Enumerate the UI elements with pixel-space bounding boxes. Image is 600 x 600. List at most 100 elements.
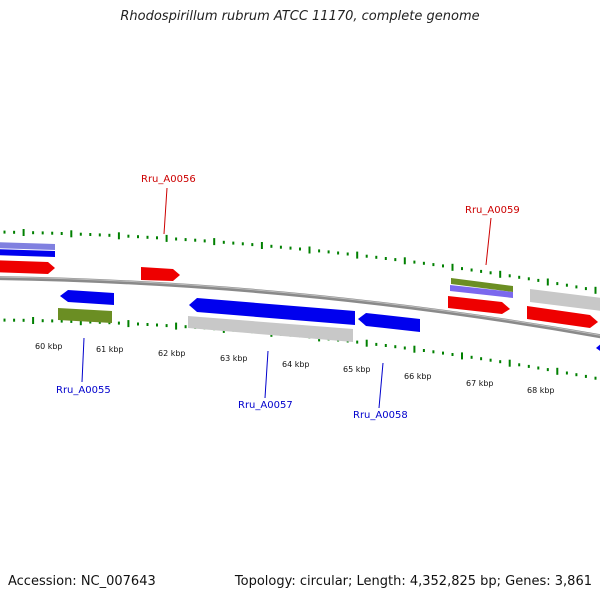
minor-tick [60, 232, 63, 235]
major-tick [546, 278, 549, 286]
major-tick [556, 367, 559, 375]
accession-text: Accession: NC_007643 [8, 574, 156, 589]
minor-tick [432, 350, 435, 354]
minor-tick [175, 237, 178, 241]
minor-tick [232, 241, 235, 245]
minor-tick [356, 340, 359, 344]
gene-label-rru-a0059[interactable]: Rru_A0059 [465, 205, 520, 216]
minor-tick [565, 283, 568, 287]
major-tick [403, 257, 406, 265]
minor-tick [432, 263, 435, 267]
scale-label: 62 kbp [158, 349, 186, 358]
minor-tick [137, 322, 139, 326]
major-tick [22, 229, 25, 236]
minor-tick [422, 261, 425, 265]
minor-tick [575, 285, 578, 289]
scale-labels: 60 kbp 61 kbp 62 kbp 63 kbp 64 kbp 65 kb… [35, 342, 555, 395]
gene-label-rru-a0057[interactable]: Rru_A0057 [238, 400, 293, 411]
gene-label-rru-a0058[interactable]: Rru_A0058 [353, 410, 408, 421]
cds-reverse-rru-a0055[interactable] [60, 290, 114, 305]
major-tick [461, 352, 463, 360]
scale-label: 65 kbp [343, 365, 371, 374]
genome-backbone-highlight [0, 276, 600, 336]
map-title: Rhodospirillum rubrum ATCC 11170, comple… [120, 9, 480, 24]
genome-summary-text: Topology: circular; Length: 4,352,825 bp… [234, 574, 592, 589]
minor-tick [270, 244, 273, 248]
minor-tick [203, 239, 206, 243]
minor-tick [584, 287, 587, 291]
minor-tick [384, 257, 387, 260]
major-tick [365, 339, 368, 347]
cds-reverse-right-edge[interactable] [596, 342, 600, 354]
minor-tick [394, 345, 397, 349]
cds-reverse-rru-a0057[interactable] [189, 298, 355, 325]
cds-forward-right[interactable] [527, 306, 598, 328]
pointer-rru-a0058 [378, 362, 384, 409]
cds-forward-rru-a0056[interactable] [141, 267, 180, 281]
minor-tick [489, 358, 492, 362]
minor-tick [451, 353, 454, 356]
minor-tick [241, 242, 244, 246]
minor-tick [422, 349, 425, 352]
major-tick [213, 238, 216, 246]
gene-label-rru-a0055[interactable]: Rru_A0055 [56, 385, 111, 396]
feature-green-rru-a0055[interactable] [58, 308, 112, 323]
gene-label-pointers [81, 187, 492, 409]
major-tick [451, 263, 454, 271]
gene-label-rru-a0056[interactable]: Rru_A0056 [141, 174, 196, 185]
gene-labels: Rru_A0056 Rru_A0059 Rru_A0055 Rru_A0057 … [56, 174, 520, 421]
major-tick [260, 242, 263, 249]
minor-tick [442, 351, 444, 355]
minor-tick [13, 318, 16, 322]
feature-purple-left[interactable] [0, 242, 55, 250]
minor-tick [318, 249, 321, 253]
minor-tick [327, 250, 330, 254]
feature-gray-rru-a0057[interactable] [188, 316, 353, 342]
minor-tick [537, 366, 540, 370]
minor-tick [89, 320, 92, 324]
scale-label: 68 kbp [527, 386, 555, 395]
minor-tick [137, 235, 139, 239]
forward-strand-features [0, 242, 600, 328]
minor-tick [22, 318, 25, 322]
minor-tick [384, 344, 387, 347]
minor-tick [394, 258, 397, 262]
minor-tick [156, 236, 158, 240]
pointer-rru-a0057 [264, 350, 269, 399]
minor-tick [518, 363, 521, 367]
feature-purple-rru-a0059[interactable] [450, 285, 513, 298]
major-tick [165, 234, 168, 242]
minor-tick [470, 355, 473, 359]
minor-tick [3, 318, 6, 322]
major-tick [117, 232, 120, 240]
minor-tick [584, 374, 587, 378]
minor-tick [489, 271, 492, 275]
scale-label: 61 kbp [96, 345, 124, 354]
scale-label: 67 kbp [466, 379, 494, 388]
minor-tick [60, 319, 63, 323]
minor-tick [41, 319, 44, 323]
scale-label: 64 kbp [282, 360, 310, 369]
minor-tick [13, 230, 16, 234]
minor-tick [375, 342, 378, 346]
major-tick [499, 270, 502, 278]
cds-forward-1[interactable] [0, 260, 55, 274]
minor-tick [117, 321, 120, 325]
minor-tick [32, 231, 35, 235]
minor-tick [480, 269, 483, 273]
minor-tick [375, 255, 378, 259]
cds-forward-rru-a0059[interactable] [448, 296, 510, 314]
scale-label: 63 kbp [220, 354, 248, 363]
minor-tick [51, 319, 54, 323]
cds-reverse-rru-a0058[interactable] [358, 313, 420, 332]
minor-tick [184, 238, 187, 242]
feature-blue-left[interactable] [0, 249, 55, 257]
major-tick [508, 359, 511, 367]
minor-tick [594, 376, 597, 380]
feature-green-rru-a0059[interactable] [451, 278, 513, 292]
pointer-rru-a0056 [163, 187, 168, 235]
minor-tick [508, 274, 511, 278]
feature-gray-right[interactable] [530, 289, 600, 312]
minor-tick [70, 319, 73, 323]
